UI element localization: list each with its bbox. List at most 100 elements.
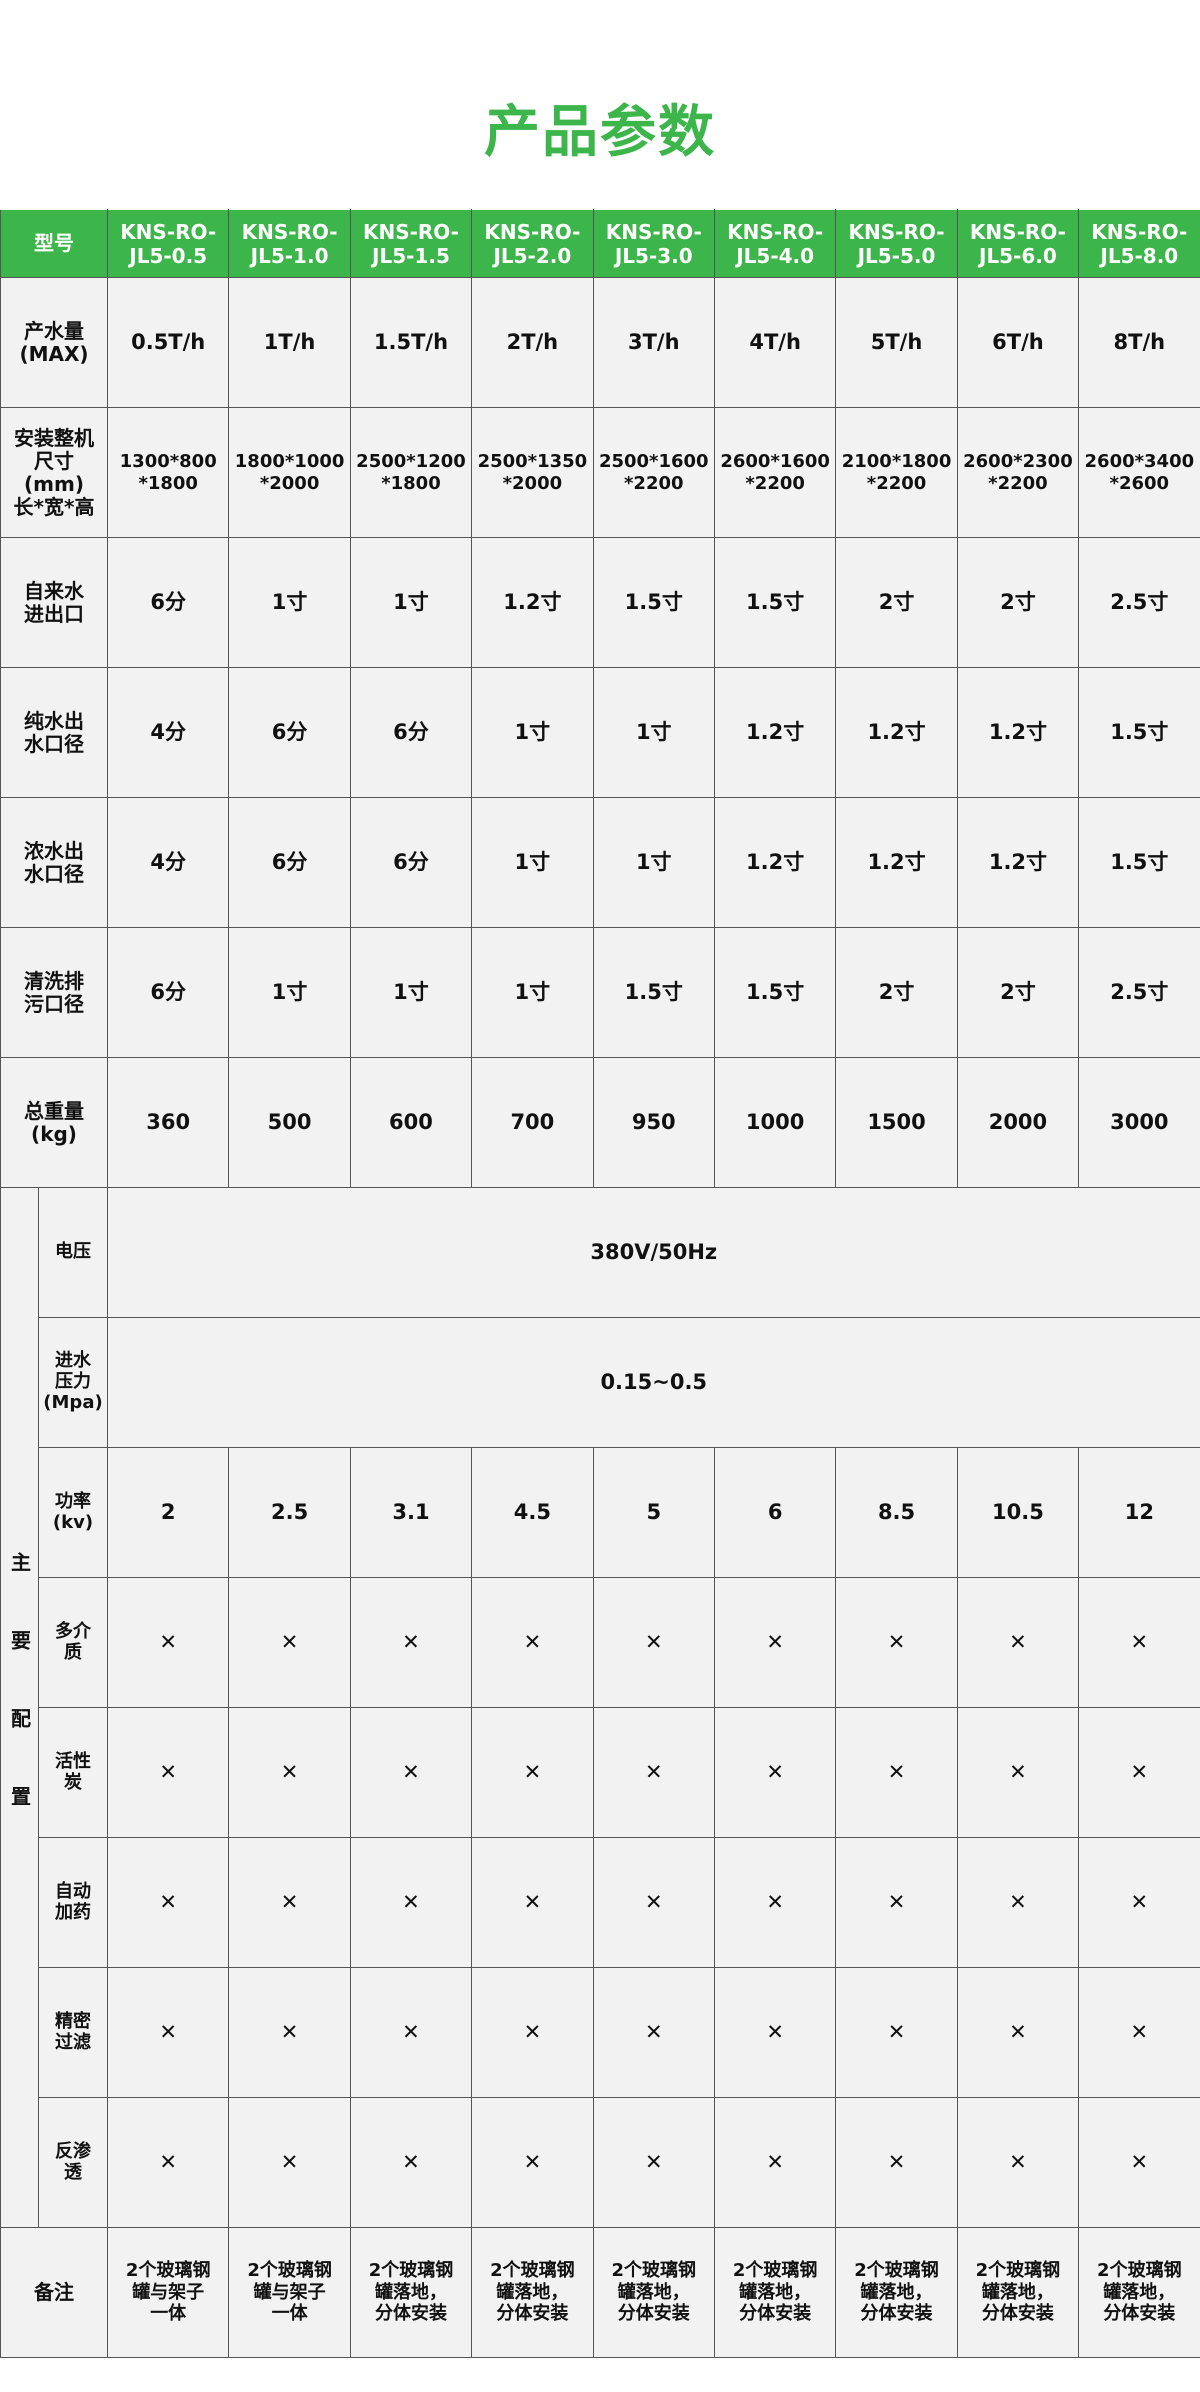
cell: 1.2寸 [713,667,837,798]
cell: ✕ [106,2097,230,2228]
table-row: 浓水出 水口径 4分 6分 6分 1寸 1寸 1.2寸 1.2寸 1.2寸 1.5寸 [0,797,1200,928]
cell: 4.5 [471,1447,594,1578]
model-name: KNS-RO-JL5-1.0 [228,209,351,278]
table-row: 产水量 (MAX) 0.5T/h 1T/h 1.5T/h 2T/h 3T/h 4T/h 5T/… [0,277,1200,408]
table-row: 纯水出 水口径 4分 6分 6分 1寸 1寸 1.2寸 1.2寸 1.2寸 1.5寸 [0,667,1200,798]
cell: 4分 [106,797,230,928]
cell: ✕ [956,2097,1080,2228]
cell: ✕ [713,2097,837,2228]
table-row: 主要配置 电压 380V/50Hz [0,1187,1200,2228]
table-row: 自动 加药 ✕ ✕ ✕ ✕ ✕ ✕ ✕ ✕ ✕ [1,1837,1200,1968]
cell: ✕ [106,1707,230,1838]
cell: 6 [713,1447,837,1578]
cell: 2000 [956,1057,1080,1188]
cell: 4分 [106,667,230,798]
cell: 1寸 [592,667,715,798]
cell: 2500*1600 *2200 [592,407,715,538]
cell: 1300*800 *1800 [106,407,230,538]
cell: ✕ [228,1967,351,2098]
table-row: 多介 质 ✕ ✕ ✕ ✕ ✕ ✕ ✕ ✕ ✕ [1,1577,1200,1708]
row-label: 产水量 (MAX) [0,277,108,408]
model-name: KNS-RO-JL5-5.0 [835,209,958,278]
cell: 1.5寸 [1078,667,1200,798]
row-label: 进水 压力 (Mpa) [38,1317,108,1448]
row-label: 备注 [0,2227,108,2358]
cell: 1.2寸 [713,797,837,928]
cell: ✕ [713,1967,837,2098]
model-name: KNS-RO-JL5-1.5 [349,209,473,278]
model-name: KNS-RO-JL5-4.0 [713,209,837,278]
row-label: 自来水 进出口 [0,537,108,668]
cell: ✕ [1078,2097,1200,2228]
cell: ✕ [228,1577,351,1708]
cell: 1.2寸 [471,537,594,668]
cell: 2个玻璃钢 罐落地， 分体安装 [713,2227,837,2358]
cell: 2100*1800 *2200 [835,407,958,538]
cell: ✕ [349,1967,473,2098]
cell: ✕ [1078,1967,1200,2098]
cell: 2寸 [956,537,1080,668]
row-label: 清洗排 污口径 [0,927,108,1058]
cell: 10.5 [956,1447,1080,1578]
cell: 6分 [106,927,230,1058]
row-label: 电压 [38,1187,108,1318]
cell: 12 [1078,1447,1200,1578]
cell: 2 [106,1447,230,1578]
cell: ✕ [471,1967,594,2098]
cell: 4T/h [713,277,837,408]
cell: ✕ [471,1837,594,1968]
cell: 2个玻璃钢 罐落地， 分体安装 [592,2227,715,2358]
cell: ✕ [349,1707,473,1838]
cell: 1寸 [471,927,594,1058]
cell: 600 [349,1057,473,1188]
cell: ✕ [106,1837,230,1968]
cell: 6分 [228,797,351,928]
row-label: 安装整机 尺寸 (mm) 长*宽*高 [0,407,108,538]
cell: ✕ [592,1967,715,2098]
cell: 0.15~0.5 [107,1317,1200,1448]
cell: ✕ [956,1967,1080,2098]
cell: ✕ [349,2097,473,2228]
cell: 2.5寸 [1078,927,1200,1058]
cell: ✕ [471,1577,594,1708]
cell: ✕ [106,1577,230,1708]
cell: ✕ [835,1577,958,1708]
cell: 2寸 [835,927,958,1058]
table-row: 备注 2个玻璃钢 罐与架子 一体 2个玻璃钢 罐与架子 一体 2个玻璃钢 罐落地， 分… [0,2227,1200,2358]
cell: ✕ [228,2097,351,2228]
cell: 2600*2300 *2200 [956,407,1080,538]
cell: 1.5寸 [592,927,715,1058]
cell: 1.2寸 [835,797,958,928]
row-label: 活性 炭 [38,1707,108,1838]
row-label: 浓水出 水口径 [0,797,108,928]
cell: 2个玻璃钢 罐落地， 分体安装 [835,2227,958,2358]
cell: 1寸 [592,797,715,928]
cell: 1寸 [228,537,351,668]
cell: 1.2寸 [835,667,958,798]
spec-table: 型号 KNS-RO-JL5-0.5 KNS-RO-JL5-1.0 KNS-RO-JL5… [0,209,1200,2358]
cell: 2个玻璃钢 罐落地， 分体安装 [956,2227,1080,2358]
cell: 5 [592,1447,715,1578]
row-label: 总重量 (kg) [0,1057,108,1188]
cell: ✕ [349,1577,473,1708]
cell: 1.5寸 [713,927,837,1058]
cell: 8.5 [835,1447,958,1578]
cell: 2个玻璃钢 罐与架子 一体 [228,2227,351,2358]
cell: ✕ [1078,1837,1200,1968]
cell: 2寸 [956,927,1080,1058]
cell: 2个玻璃钢 罐落地， 分体安装 [349,2227,473,2358]
cell: 3T/h [592,277,715,408]
table-row: 总重量 (kg) 360 500 600 700 950 1000 1500 2000 3000 [0,1057,1200,1188]
cell: 1.5寸 [592,537,715,668]
row-label: 功率 (kv) [38,1447,108,1578]
cell: 2600*1600 *2200 [713,407,837,538]
cell: ✕ [1078,1707,1200,1838]
header-label: 型号 [0,209,108,278]
cell: ✕ [228,1707,351,1838]
table-row: 精密 过滤 ✕ ✕ ✕ ✕ ✕ ✕ ✕ ✕ ✕ [1,1967,1200,2098]
cell: 1.5寸 [713,537,837,668]
cell: 950 [592,1057,715,1188]
cell: 2500*1200 *1800 [349,407,473,538]
cell: ✕ [592,2097,715,2228]
cell: 6分 [106,537,230,668]
